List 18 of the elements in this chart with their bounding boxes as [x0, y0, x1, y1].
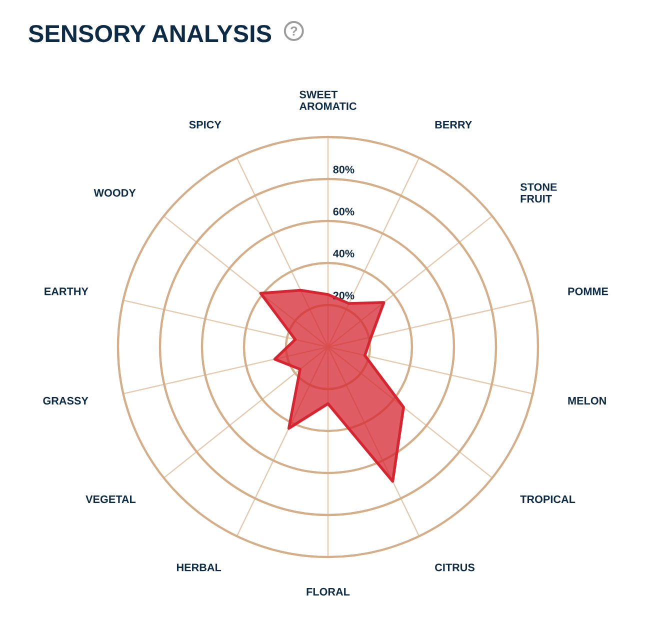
spoke-label: SPICY [189, 120, 222, 129]
y-tick-label: 60% [333, 208, 354, 216]
spoke-label: GRASSY [43, 396, 88, 405]
y-tick-label: 80% [333, 166, 354, 174]
spoke-label: CITRUS [435, 564, 475, 572]
spoke-label: FLORAL [306, 588, 350, 596]
spoke-label: BERRY [435, 120, 472, 128]
spoke-label: EARTHY [44, 288, 88, 296]
chart-title: SENSORY ANALYSIS [28, 25, 272, 42]
spoke-label: TROPICAL [520, 495, 576, 504]
y-tick-label: 40% [333, 250, 354, 258]
spoke-label: MELON [568, 396, 606, 405]
spoke-label: SWEET AROMATIC [299, 90, 356, 110]
spoke-label: POMME [568, 288, 608, 296]
spoke-label: HERBAL [176, 564, 222, 572]
spoke-label: STONE FRUIT [520, 183, 557, 203]
spoke-label: VEGETAL [86, 495, 136, 504]
spoke-label: WOODY [94, 189, 136, 197]
